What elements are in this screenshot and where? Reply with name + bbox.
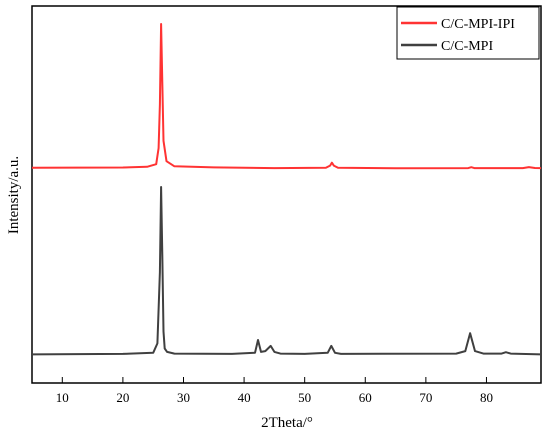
series-layer: [31, 23, 542, 356]
x-tick-label: 30: [177, 390, 190, 405]
plot-frame: [31, 5, 542, 384]
series-line-2: [31, 186, 542, 356]
x-axis-title: 2Theta/°: [261, 415, 313, 431]
legend-label-series-2: C/C-MPI: [441, 39, 493, 54]
x-tick-label: 40: [238, 390, 251, 405]
x-tick-label: 10: [56, 390, 69, 405]
x-axis-ticks: 10 20 30 40 50 60 70 80: [56, 377, 493, 405]
x-tick-label: 20: [116, 390, 129, 405]
legend-box: [396, 6, 540, 60]
legend-label-series-1: C/C-MPI-IPI: [441, 17, 515, 32]
x-tick-label: 80: [480, 390, 493, 405]
x-tick-label: 60: [359, 390, 372, 405]
legend: C/C-MPI-IPI C/C-MPI: [396, 6, 540, 60]
series-line-1: [31, 23, 542, 170]
x-tick-label: 70: [419, 390, 432, 405]
y-axis-title: Intensity/a.u.: [6, 156, 22, 234]
x-tick-label: 50: [298, 390, 311, 405]
